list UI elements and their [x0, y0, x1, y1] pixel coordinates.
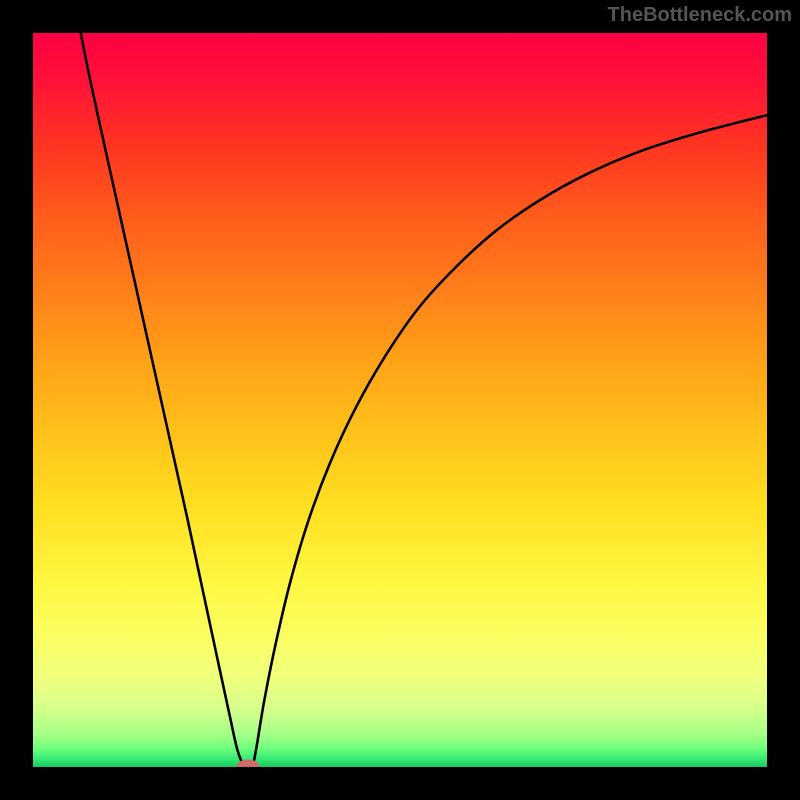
gradient-background [33, 33, 767, 767]
chart-container: TheBottleneck.com [0, 0, 800, 800]
bottleneck-chart-svg [33, 33, 767, 767]
watermark-text: TheBottleneck.com [608, 4, 792, 27]
plot-area [33, 33, 767, 767]
